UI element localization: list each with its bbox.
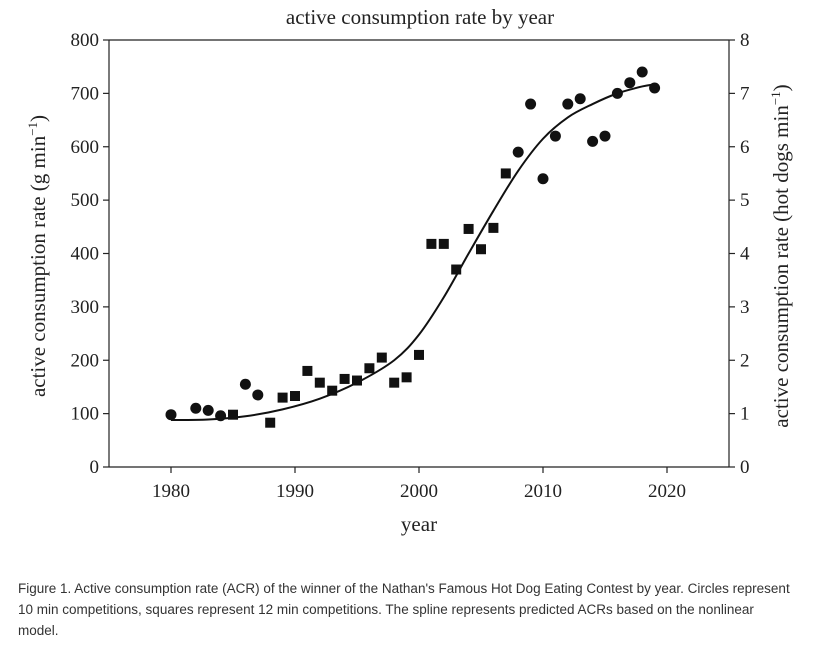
data-point-square bbox=[265, 417, 276, 428]
data-point-circle bbox=[537, 173, 549, 185]
data-point-square bbox=[389, 377, 400, 388]
data-point-circle bbox=[599, 130, 611, 142]
y-tick-label-left: 400 bbox=[71, 244, 100, 265]
y-tick-label-right: 6 bbox=[740, 137, 750, 158]
data-point-circle bbox=[624, 77, 636, 89]
data-point-square bbox=[339, 373, 350, 384]
data-point-square bbox=[327, 385, 338, 396]
y-tick-label-left: 300 bbox=[71, 297, 100, 318]
y-tick-label-left: 100 bbox=[71, 404, 100, 425]
data-point-square bbox=[451, 264, 462, 275]
data-point-square bbox=[277, 392, 288, 403]
y-tick-label-left: 500 bbox=[71, 190, 100, 211]
chart-title: active consumption rate by year bbox=[286, 5, 554, 29]
y-tick-label-right: 5 bbox=[740, 190, 750, 211]
figure-panel: active consumption rate by year 1980 1990… bbox=[18, 4, 794, 536]
data-point-square bbox=[476, 244, 486, 255]
data-point-square bbox=[376, 352, 387, 363]
y-tick-label-right: 7 bbox=[740, 83, 750, 104]
data-point-square bbox=[488, 222, 499, 233]
points-layer bbox=[165, 66, 661, 428]
spline-line bbox=[170, 83, 655, 422]
y-axis-label-right: active consumption rate (hot dogs min−1) bbox=[768, 84, 793, 427]
data-point-circle bbox=[587, 135, 599, 147]
data-point-square bbox=[352, 375, 362, 386]
axes: 1980 1990 2000 2010 2020 0 100 200 300 400 500 600 7… bbox=[71, 30, 751, 502]
y-axis-label-left: active consumption rate (g min−1) bbox=[25, 115, 50, 397]
data-point-square bbox=[290, 391, 300, 402]
data-point-circle bbox=[636, 66, 648, 78]
data-point-circle bbox=[574, 93, 586, 105]
x-tick-label: 2010 bbox=[524, 481, 562, 502]
x-tick-label: 2000 bbox=[400, 481, 438, 502]
data-point-circle bbox=[239, 378, 251, 390]
data-point-circle bbox=[165, 409, 177, 421]
data-point-square bbox=[314, 377, 325, 388]
chart: active consumption rate by year 1980 1990… bbox=[25, 5, 793, 536]
data-point-square bbox=[463, 223, 474, 234]
data-point-square bbox=[500, 168, 511, 179]
data-point-square bbox=[438, 238, 449, 249]
data-point-circle bbox=[525, 98, 537, 110]
y-tick-label-right: 3 bbox=[740, 297, 750, 318]
data-point-square bbox=[228, 409, 238, 420]
figure-caption: Figure 1. Active consumption rate (ACR) … bbox=[18, 581, 790, 638]
data-point-square bbox=[414, 349, 424, 360]
y-tick-label-right: 4 bbox=[740, 244, 750, 265]
data-point-circle bbox=[215, 410, 227, 422]
data-point-circle bbox=[190, 402, 202, 414]
y-tick-label-right: 2 bbox=[740, 350, 750, 371]
data-point-square bbox=[401, 372, 412, 383]
data-point-circle bbox=[611, 87, 623, 99]
data-point-circle bbox=[512, 146, 524, 158]
y-tick-label-right: 8 bbox=[740, 30, 750, 51]
data-point-circle bbox=[202, 404, 214, 416]
data-point-square bbox=[364, 363, 375, 374]
data-point-circle bbox=[649, 82, 661, 94]
data-point-circle bbox=[252, 389, 264, 401]
x-tick-label: 1980 bbox=[152, 481, 190, 502]
x-tick-label: 1990 bbox=[276, 481, 314, 502]
spline-layer bbox=[170, 83, 655, 422]
data-point-circle bbox=[549, 130, 561, 142]
y-tick-label-right: 1 bbox=[740, 404, 750, 425]
y-tick-label-left: 800 bbox=[71, 30, 100, 51]
x-axis-label: year bbox=[401, 512, 437, 536]
y-tick-label-left: 200 bbox=[71, 350, 100, 371]
x-tick-label: 2020 bbox=[648, 481, 686, 502]
data-point-square bbox=[302, 365, 313, 376]
y-tick-label-right: 0 bbox=[740, 457, 750, 478]
y-tick-label-left: 600 bbox=[71, 137, 100, 158]
data-point-square bbox=[426, 238, 437, 249]
y-tick-label-left: 0 bbox=[90, 457, 100, 478]
y-tick-label-left: 700 bbox=[71, 83, 100, 104]
data-point-circle bbox=[562, 98, 574, 110]
